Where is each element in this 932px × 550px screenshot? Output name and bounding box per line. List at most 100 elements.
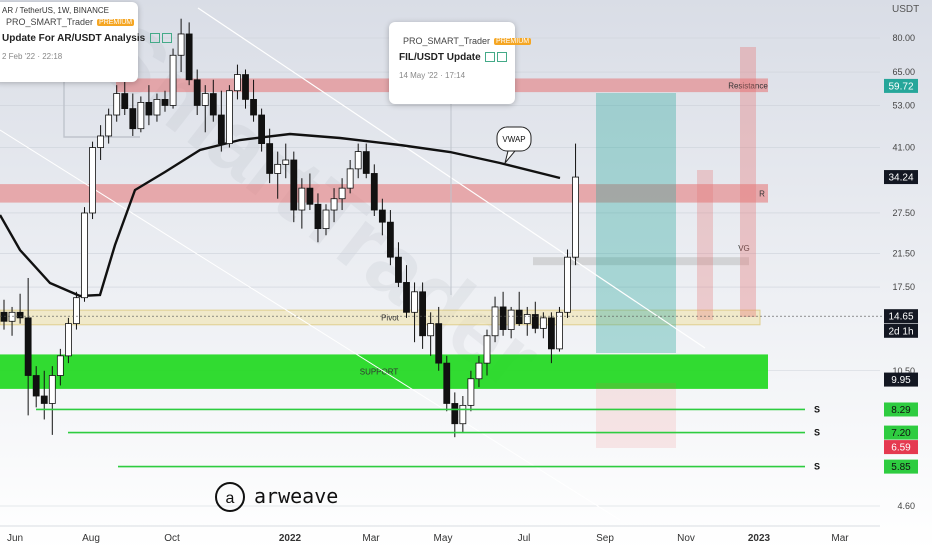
candle-down: [217, 114, 225, 144]
price-tag: [884, 309, 918, 324]
candle-down: [451, 403, 459, 425]
price-labels: 59.72 34.24 14.65 2d 1h 9.95 8.29 7.20 6.59 5.85: [884, 78, 918, 474]
arweave-logo-icon: [215, 482, 245, 512]
zone-label: R: [759, 189, 765, 198]
vwap-line: VWAP: [0, 126, 561, 298]
y-tick-label: 10.50: [892, 366, 915, 376]
candle-down: [306, 187, 314, 205]
header-symbol: AR / TetherUS, 1W, BINANCE: [2, 6, 109, 15]
zones: Resistance R VG Pivot SUPPORT: [0, 47, 768, 448]
support-label: S: [814, 428, 820, 438]
candle-up: [539, 317, 547, 329]
price-tag: [884, 323, 918, 338]
candle-up: [56, 355, 64, 376]
price-tag: [884, 425, 918, 440]
candle-up: [556, 311, 563, 350]
candle-down: [515, 309, 523, 325]
long-position-loss: [596, 383, 676, 448]
x-tick-label: Oct: [164, 533, 180, 544]
candle-up: [65, 323, 72, 357]
candle-down: [40, 395, 48, 404]
x-tick-label: 2022: [279, 533, 302, 544]
time-axis: Jun Aug Oct 2022 Mar May Jul Sep Nov 2023 Mar: [0, 525, 880, 544]
y-tick-label: 80.00: [892, 33, 915, 43]
analysis-popup-ar[interactable]: AR / TetherUS, 1W, BINANCE PRO_SMART_Tra…: [0, 2, 172, 82]
support-label: S: [814, 404, 820, 414]
candle-down: [386, 221, 394, 258]
price-tag-label: 34.24: [888, 173, 913, 184]
candle-up: [137, 102, 145, 130]
candle-up: [338, 187, 346, 200]
popup-author-row: AR / TetherUS, 1W, BINANCE: [2, 6, 130, 15]
analysis-popup-fil[interactable]: PRO_SMART_Trader PREMIUM FIL/USDT Update…: [389, 22, 532, 104]
x-tick-label: 2023: [748, 533, 771, 544]
candle-up: [274, 163, 282, 174]
candle-up: [467, 378, 475, 406]
candle-down: [209, 93, 217, 116]
vwap-curve: [0, 132, 561, 298]
candle-up: [177, 33, 185, 56]
y-tick-label: 17.50: [892, 282, 915, 292]
candle-up: [89, 147, 96, 214]
price-tag-label: 5.85: [891, 462, 911, 473]
candle-up: [97, 135, 104, 148]
candle-up: [523, 314, 531, 325]
candle-up: [564, 256, 571, 313]
target-box: [740, 47, 756, 317]
chart-mini-icon: [485, 52, 496, 63]
candle-up: [354, 151, 362, 170]
candle-up: [113, 93, 121, 116]
candle-down: [314, 203, 322, 230]
candle-down: [266, 143, 274, 174]
candle-down: [193, 79, 201, 106]
zone-label: VG: [738, 244, 750, 253]
candle-down: [435, 323, 443, 364]
candle-up: [153, 98, 161, 116]
vwap-label: VWAP: [502, 135, 525, 144]
candle-up: [201, 93, 209, 106]
price-tag: [884, 402, 918, 417]
candle-down: [24, 317, 32, 376]
price-tag-label: 8.29: [891, 405, 911, 416]
x-tick-label: Jul: [518, 533, 531, 544]
zone-pivot: [0, 309, 761, 326]
price-tag-label: 2d 1h: [888, 326, 913, 337]
y-tick-label: 27.50: [892, 208, 915, 218]
candle-up: [48, 375, 56, 404]
arweave-logo-letter: a: [226, 490, 235, 507]
x-tick-label: Sep: [596, 533, 614, 544]
candle-up: [81, 212, 88, 299]
price-tag: [884, 170, 918, 185]
popup-title: FIL/USDT Update: [399, 52, 508, 63]
popup-title: Update For AR/USDT Analysis: [2, 33, 172, 44]
x-tick-label: May: [434, 533, 453, 544]
candle-down: [129, 108, 137, 130]
candle-down: [362, 151, 370, 174]
y-tick-label: 4.60: [897, 501, 915, 511]
arweave-logo: a arweave: [215, 482, 338, 512]
candle-up: [8, 311, 16, 322]
candle-down: [531, 314, 539, 329]
candle-up: [346, 168, 354, 189]
candle-down: [145, 102, 153, 116]
candle-down: [258, 114, 266, 144]
candle-down: [32, 375, 40, 397]
candle-up: [282, 159, 290, 165]
candle-up: [507, 309, 515, 330]
candle-down: [499, 306, 507, 330]
x-tick-label: Aug: [82, 533, 100, 544]
candle-up: [491, 306, 499, 337]
candle-up: [459, 404, 467, 425]
price-tag-label: 6.59: [891, 443, 911, 454]
chart-mini-icon: [497, 52, 508, 63]
candle-up: [298, 187, 306, 211]
x-tick-label: Jun: [7, 533, 23, 544]
candle-down: [185, 33, 193, 81]
candle-up: [322, 209, 330, 230]
candle-down: [395, 256, 402, 283]
long-position-profit: [596, 93, 676, 353]
x-tick-label: Mar: [831, 533, 849, 544]
candle-up: [411, 291, 418, 313]
price-tag: [884, 440, 918, 455]
candle-down: [419, 291, 427, 337]
